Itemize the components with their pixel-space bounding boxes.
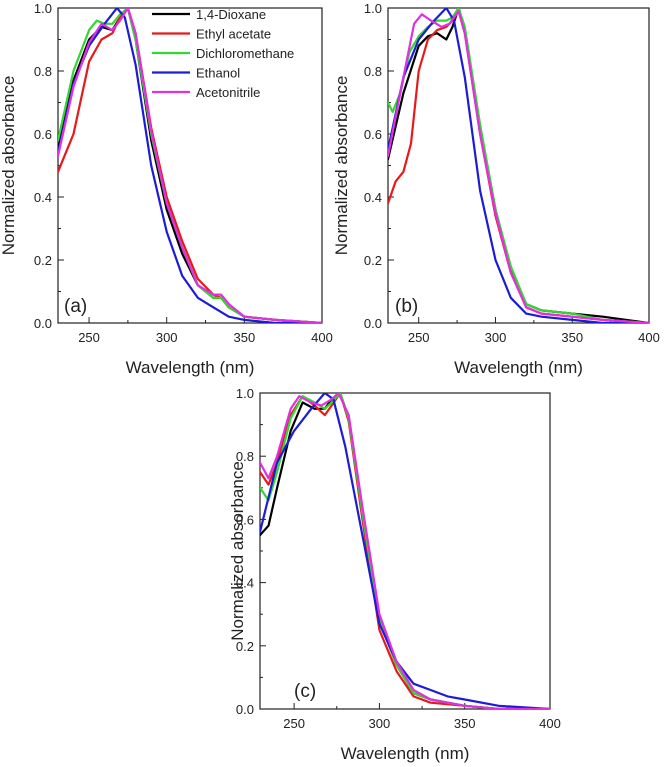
plot-frame	[259, 392, 551, 710]
y-tick-label: 0.0	[364, 316, 382, 331]
panel-b: 250 300 350 400 0.0 0.2 0.4 0.6 0.8 1.0 Wavelength…	[332, 1, 660, 377]
y-tick-label: 0.4	[34, 190, 52, 205]
legend-label: Acetonitrile	[196, 85, 260, 100]
series-line-ethanol	[388, 8, 649, 323]
legend-label: Ethyl acetate	[196, 27, 271, 42]
panel-c: 250 300 350 400 0.0 0.2 0.4 0.6 0.8 1.0 Wavelength…	[228, 386, 561, 763]
series-group	[388, 8, 649, 323]
x-tick-label: 250	[283, 716, 305, 731]
series-line-dichloromethane	[388, 8, 649, 323]
y-axis-label: Normalized absorbance	[0, 76, 18, 256]
y-tick-label: 0.2	[364, 253, 382, 268]
x-tick-label: 350	[561, 330, 583, 345]
x-axis-label: Wavelength (nm)	[126, 358, 255, 377]
y-tick-label: 0.8	[236, 449, 254, 464]
y-axis-label: Normalized absorbance	[228, 461, 247, 641]
y-tick-label: 1.0	[34, 1, 52, 16]
panel-label: (a)	[64, 296, 87, 317]
x-tick-label: 400	[539, 716, 561, 731]
series-group	[260, 393, 550, 709]
series-line-1-4-dioxane	[388, 8, 649, 323]
x-tick-label: 300	[369, 716, 391, 731]
series-line-1-4-dioxane	[260, 393, 550, 709]
x-tick-label: 350	[454, 716, 476, 731]
x-tick-label: 300	[485, 330, 507, 345]
y-tick-label: 1.0	[364, 1, 382, 16]
y-tick-label: 0.8	[364, 64, 382, 79]
series-line-acetonitrile	[260, 393, 550, 709]
legend-label: Dichloromethane	[196, 46, 294, 61]
series-line-dichloromethane	[260, 393, 550, 709]
series-line-ethyl-acetate	[260, 393, 550, 709]
y-tick-label: 0.8	[34, 64, 52, 79]
series-line-acetonitrile	[388, 10, 649, 323]
y-tick-label: 0.4	[236, 576, 254, 591]
x-tick-label: 350	[234, 330, 256, 345]
panel-label: (c)	[294, 681, 316, 702]
y-tick-label: 0.2	[236, 639, 254, 654]
series-line-ethanol	[260, 393, 550, 709]
y-tick-label: 0.6	[364, 127, 382, 142]
panel-a: 250 300 350 400 0.0 0.2 0.4 0.6 0.8 1.0 Wavelength…	[0, 1, 333, 377]
series-line-acetonitrile	[58, 8, 322, 323]
y-axis-label: Normalized absorbance	[332, 76, 351, 256]
y-tick-label: 0.6	[236, 512, 254, 527]
y-tick-label: 0.0	[34, 316, 52, 331]
legend: 1,4-Dioxane Ethyl acetate Dichloromethane E…	[152, 7, 294, 100]
x-axis-label: Wavelength (nm)	[454, 358, 583, 377]
legend-label: Ethanol	[196, 66, 240, 81]
y-tick-label: 1.0	[236, 386, 254, 401]
y-tick-label: 0.6	[34, 127, 52, 142]
series-line-ethyl-acetate	[388, 10, 649, 323]
legend-label: 1,4-Dioxane	[196, 7, 266, 22]
y-tick-label: 0.4	[364, 190, 382, 205]
panel-label: (b)	[395, 296, 418, 317]
x-tick-label: 400	[311, 330, 333, 345]
y-tick-label: 0.0	[236, 702, 254, 717]
x-axis-label: Wavelength (nm)	[341, 744, 470, 763]
x-tick-label: 250	[78, 330, 100, 345]
series-line-ethanol	[58, 8, 322, 323]
x-tick-label: 300	[156, 330, 178, 345]
plot-frame	[387, 7, 650, 324]
x-tick-label: 250	[408, 330, 430, 345]
series-group	[58, 8, 322, 323]
y-tick-label: 0.2	[34, 253, 52, 268]
x-tick-label: 400	[638, 330, 660, 345]
